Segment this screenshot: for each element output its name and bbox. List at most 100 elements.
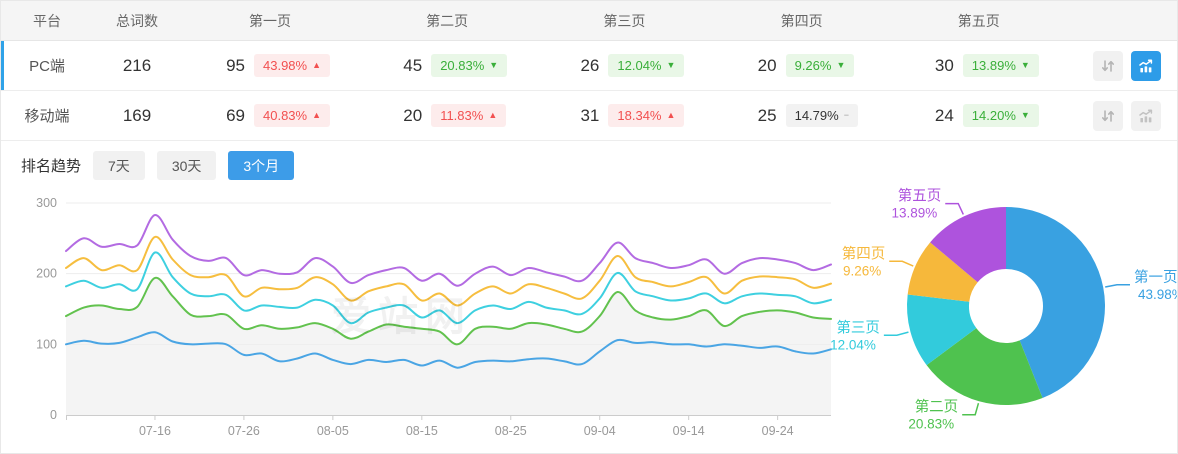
header-page5: 第五页 xyxy=(957,12,1000,29)
donut-slice-2[interactable] xyxy=(907,294,977,366)
page-count: 24 xyxy=(934,105,954,125)
table-row-pc[interactable]: PC端 216 95 43.98% ▲ 45 20.83% ▼ 26 12.04% ▼… xyxy=(1,41,1177,91)
change-badge: 11.83% ▲ xyxy=(431,104,507,127)
slice-name-label: 第三页 xyxy=(836,318,880,336)
trend-title: 排名趋势 xyxy=(21,158,82,175)
x-tick-label: 07-16 xyxy=(139,424,171,438)
platform-label: PC端 xyxy=(29,58,65,75)
label-leader-line xyxy=(945,202,964,215)
table-header-row: 平台 总词数 第一页 第二页 第三页 第四页 第五页 xyxy=(1,1,1177,41)
page-count: 20 xyxy=(757,55,777,75)
y-tick-label: 300 xyxy=(36,196,57,210)
down-triangle-icon: ▼ xyxy=(1020,110,1030,120)
slice-name-label: 第二页 xyxy=(915,398,959,416)
down-triangle-icon: ▼ xyxy=(836,60,846,70)
page-count: 31 xyxy=(580,105,600,125)
change-badge: 14.79% − xyxy=(785,104,858,127)
page1-cell: 69 40.83% ▲ xyxy=(181,104,358,127)
page4-cell: 25 14.79% − xyxy=(713,104,890,127)
change-badge: 20.83% ▼ xyxy=(431,54,508,77)
slice-pct-label: 20.83% xyxy=(908,417,954,432)
line-series-3 xyxy=(65,235,832,307)
label-leader-line xyxy=(962,402,980,416)
trend-chart-button[interactable] xyxy=(1130,50,1161,81)
up-triangle-icon: ▲ xyxy=(488,110,498,120)
platform-label: 移动端 xyxy=(24,108,70,125)
change-badge: 14.20% ▼ xyxy=(962,104,1039,127)
trend-toolbar: 排名趋势 7天 30天 3个月 xyxy=(21,151,306,180)
down-triangle-icon: ▼ xyxy=(489,60,499,70)
y-tick-label: 100 xyxy=(36,337,57,351)
up-triangle-icon: ▲ xyxy=(312,110,322,120)
line-series-2 xyxy=(65,251,832,325)
line-series-0 xyxy=(65,331,832,369)
page5-cell: 24 14.20% ▼ xyxy=(890,104,1067,127)
x-tick-label: 09-14 xyxy=(673,424,705,438)
trend-chart-icon xyxy=(1139,58,1153,72)
page-count: 45 xyxy=(403,55,423,75)
page2-cell: 45 20.83% ▼ xyxy=(358,54,535,77)
sort-arrows-icon xyxy=(1101,109,1114,122)
sort-arrows-icon xyxy=(1101,59,1114,72)
page2-cell: 20 11.83% ▲ xyxy=(358,104,535,127)
change-badge: 9.26% ▼ xyxy=(785,54,855,77)
slice-name-label: 第四页 xyxy=(842,244,886,262)
page-count: 30 xyxy=(934,55,954,75)
y-tick-label: 200 xyxy=(36,267,57,281)
page4-cell: 20 9.26% ▼ xyxy=(713,54,890,77)
page-count: 25 xyxy=(757,105,777,125)
trend-chart-button[interactable] xyxy=(1130,100,1161,131)
page-count: 95 xyxy=(226,55,245,75)
donut-slice-1[interactable] xyxy=(926,328,1043,405)
y-tick-label: 0 xyxy=(50,408,57,422)
header-page2: 第二页 xyxy=(426,12,469,29)
tab-7-days[interactable]: 7天 xyxy=(93,151,145,180)
label-leader-line xyxy=(883,331,909,337)
table-row-mobile[interactable]: 移动端 169 69 40.83% ▲ 20 11.83% ▲ 31 18.34% ▲… xyxy=(1,91,1177,141)
page-count: 26 xyxy=(580,55,600,75)
page3-cell: 26 12.04% ▼ xyxy=(535,54,712,77)
x-tick-label: 07-26 xyxy=(228,424,260,438)
header-platform: 平台 xyxy=(33,12,61,29)
trend-chart-icon xyxy=(1139,108,1153,122)
slice-pct-label: 43.98% xyxy=(1138,287,1178,302)
slice-pct-label: 12.04% xyxy=(830,337,876,352)
donut-slice-0[interactable] xyxy=(1006,207,1105,399)
change-badge: 18.34% ▲ xyxy=(608,104,685,127)
label-leader-line xyxy=(1105,284,1130,288)
x-tick-label: 08-25 xyxy=(495,424,527,438)
donut-slice-3[interactable] xyxy=(907,242,978,302)
slice-pct-label: 9.26% xyxy=(843,263,881,278)
tab-30-days[interactable]: 30天 xyxy=(156,151,217,180)
change-badge: 43.98% ▲ xyxy=(254,54,331,77)
x-tick-label: 09-04 xyxy=(584,424,616,438)
x-tick-label: 09-24 xyxy=(762,424,794,438)
slice-pct-label: 13.89% xyxy=(891,206,937,221)
tab-3-months[interactable]: 3个月 xyxy=(228,151,295,180)
total-words: 216 xyxy=(122,55,152,75)
change-badge: 40.83% ▲ xyxy=(254,104,331,127)
x-tick-label: 08-15 xyxy=(406,424,438,438)
page5-cell: 30 13.89% ▼ xyxy=(890,54,1067,77)
header-page4: 第四页 xyxy=(780,12,823,29)
rank-trend-line-chart[interactable]: 07-16 07-26 08-05 08-15 08-25 09-04 09-14 09-24… xyxy=(21,193,836,448)
slice-name-label: 第一页 xyxy=(1134,268,1178,286)
series-area-fill xyxy=(66,277,831,415)
up-triangle-icon: ▲ xyxy=(312,60,322,70)
minus-icon: − xyxy=(843,110,849,120)
sort-arrows-button[interactable] xyxy=(1092,50,1123,81)
donut-slice-4[interactable] xyxy=(930,207,1006,283)
page-count: 20 xyxy=(403,105,423,125)
line-series-4 xyxy=(65,214,832,287)
down-triangle-icon: ▼ xyxy=(666,60,676,70)
line-series-1 xyxy=(65,276,832,346)
header-total: 总词数 xyxy=(116,12,158,29)
total-words: 169 xyxy=(122,105,152,125)
sort-arrows-button[interactable] xyxy=(1092,100,1123,131)
slice-name-label: 第五页 xyxy=(898,187,942,205)
change-badge: 12.04% ▼ xyxy=(608,54,685,77)
page3-cell: 31 18.34% ▲ xyxy=(535,104,712,127)
down-triangle-icon: ▼ xyxy=(1020,60,1030,70)
